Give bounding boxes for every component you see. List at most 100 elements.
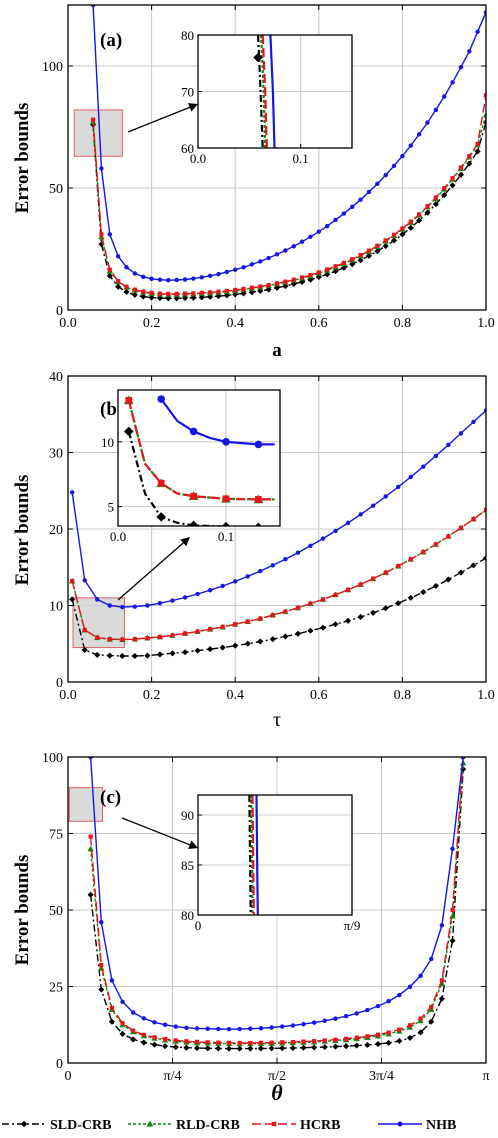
point-sld-crb <box>140 1039 147 1046</box>
point-nhb <box>258 1026 264 1031</box>
point-hcrb <box>208 290 213 295</box>
point-nhb <box>132 271 138 276</box>
point-sld-crb <box>406 1034 414 1042</box>
point-hcrb <box>433 195 438 200</box>
inset-x-tick-label: 0.0 <box>190 151 206 166</box>
point-nhb <box>232 579 238 584</box>
point-sld-crb <box>349 260 356 268</box>
point-nhb <box>141 1016 147 1021</box>
zoom-arrow <box>127 106 191 133</box>
point-nhb <box>107 232 113 237</box>
y-tick-label: 50 <box>49 182 63 197</box>
point-sld-crb <box>131 291 139 299</box>
point-sld-crb <box>332 621 339 628</box>
point-hcrb <box>312 1039 317 1044</box>
point-sld-crb <box>236 1045 243 1052</box>
point-nhb <box>333 1016 338 1021</box>
point-hcrb <box>439 978 444 983</box>
point-nhb <box>191 276 196 281</box>
x-axis-label: τ <box>273 709 281 731</box>
point-hcrb <box>269 1040 274 1045</box>
point-sld-crb <box>457 171 465 178</box>
point-sld-crb <box>407 224 414 231</box>
inset-line-sld-crb <box>248 795 252 915</box>
point-hcrb <box>199 290 204 296</box>
point-nhb <box>391 163 397 169</box>
point-nhb <box>182 595 188 600</box>
legend-marker <box>397 1121 403 1127</box>
y-axis-label: Error bounds <box>12 855 33 966</box>
inset-point-nhb <box>222 437 230 446</box>
legend: SLD-CRB RLD-CRB HCRB NHB <box>2 1118 456 1133</box>
point-nhb <box>301 1021 306 1027</box>
point-sld-crb <box>294 630 302 637</box>
point-sld-crb <box>248 289 256 296</box>
point-sld-crb <box>194 647 201 654</box>
y-tick-label: 0 <box>56 1057 63 1072</box>
inset-line-sld-crb <box>257 35 264 148</box>
point-sld-crb <box>432 582 439 590</box>
point-nhb <box>416 132 422 137</box>
point-hcrb <box>425 204 430 209</box>
point-nhb <box>216 1026 221 1032</box>
point-hcrb <box>184 1039 189 1044</box>
inset-plot: 0.0 0.1 60 70 80 <box>181 28 353 166</box>
point-hcrb <box>174 291 179 296</box>
point-nhb <box>333 217 338 223</box>
y-axis-label: Error bounds <box>12 103 33 214</box>
point-sld-crb <box>307 627 314 634</box>
point-sld-crb <box>482 554 486 562</box>
point-sld-crb <box>219 644 226 651</box>
panel-label: (a) <box>100 30 122 51</box>
y-tick-label: 100 <box>42 60 63 75</box>
point-nhb <box>145 603 150 608</box>
point-hcrb <box>132 637 137 642</box>
x-axis-label: a <box>272 340 282 361</box>
inset-y-tick-label: 70 <box>181 85 194 100</box>
point-hcrb <box>149 290 154 296</box>
point-nhb <box>396 484 401 490</box>
point-nhb <box>69 490 75 495</box>
point-hcrb <box>248 1040 253 1046</box>
point-hcrb <box>109 1005 115 1011</box>
x-tick-label: 0.6 <box>310 688 328 703</box>
point-hcrb <box>194 1039 200 1044</box>
y-tick-label: 0 <box>56 304 63 319</box>
point-sld-crb <box>206 645 214 653</box>
inset-line-hcrb <box>127 400 275 501</box>
y-tick-label: 25 <box>49 981 63 996</box>
point-hcrb <box>429 1004 434 1010</box>
point-sld-crb <box>87 891 94 898</box>
x-tick-label: 3π/4 <box>369 1069 394 1084</box>
point-hcrb <box>383 570 388 575</box>
point-nhb <box>358 197 363 202</box>
point-sld-crb <box>457 569 465 576</box>
point-nhb <box>341 211 347 216</box>
point-sld-crb <box>156 294 164 302</box>
point-hcrb <box>205 1040 210 1045</box>
point-hcrb <box>397 1027 402 1032</box>
point-nhb <box>99 920 104 925</box>
point-nhb <box>450 846 455 852</box>
point-sld-crb <box>432 200 439 208</box>
point-hcrb <box>333 264 338 269</box>
point-hcrb <box>249 285 255 290</box>
point-nhb <box>115 254 121 259</box>
inset-y-tick-label: 85 <box>181 858 194 873</box>
inset-y-tick-label: 5 <box>108 500 115 515</box>
inset-background <box>198 795 352 915</box>
zoom-arrow-head <box>188 103 198 112</box>
point-sld-crb <box>390 237 398 244</box>
point-hcrb <box>141 1032 146 1037</box>
point-nhb <box>316 229 322 234</box>
point-sld-crb <box>148 294 155 301</box>
point-hcrb <box>333 1037 338 1042</box>
point-nhb <box>375 1003 381 1009</box>
point-sld-crb <box>94 651 101 658</box>
point-sld-crb <box>382 242 389 250</box>
point-nhb <box>299 239 305 244</box>
point-hcrb <box>458 165 464 170</box>
point-nhb <box>433 453 439 459</box>
point-nhb <box>320 536 326 541</box>
